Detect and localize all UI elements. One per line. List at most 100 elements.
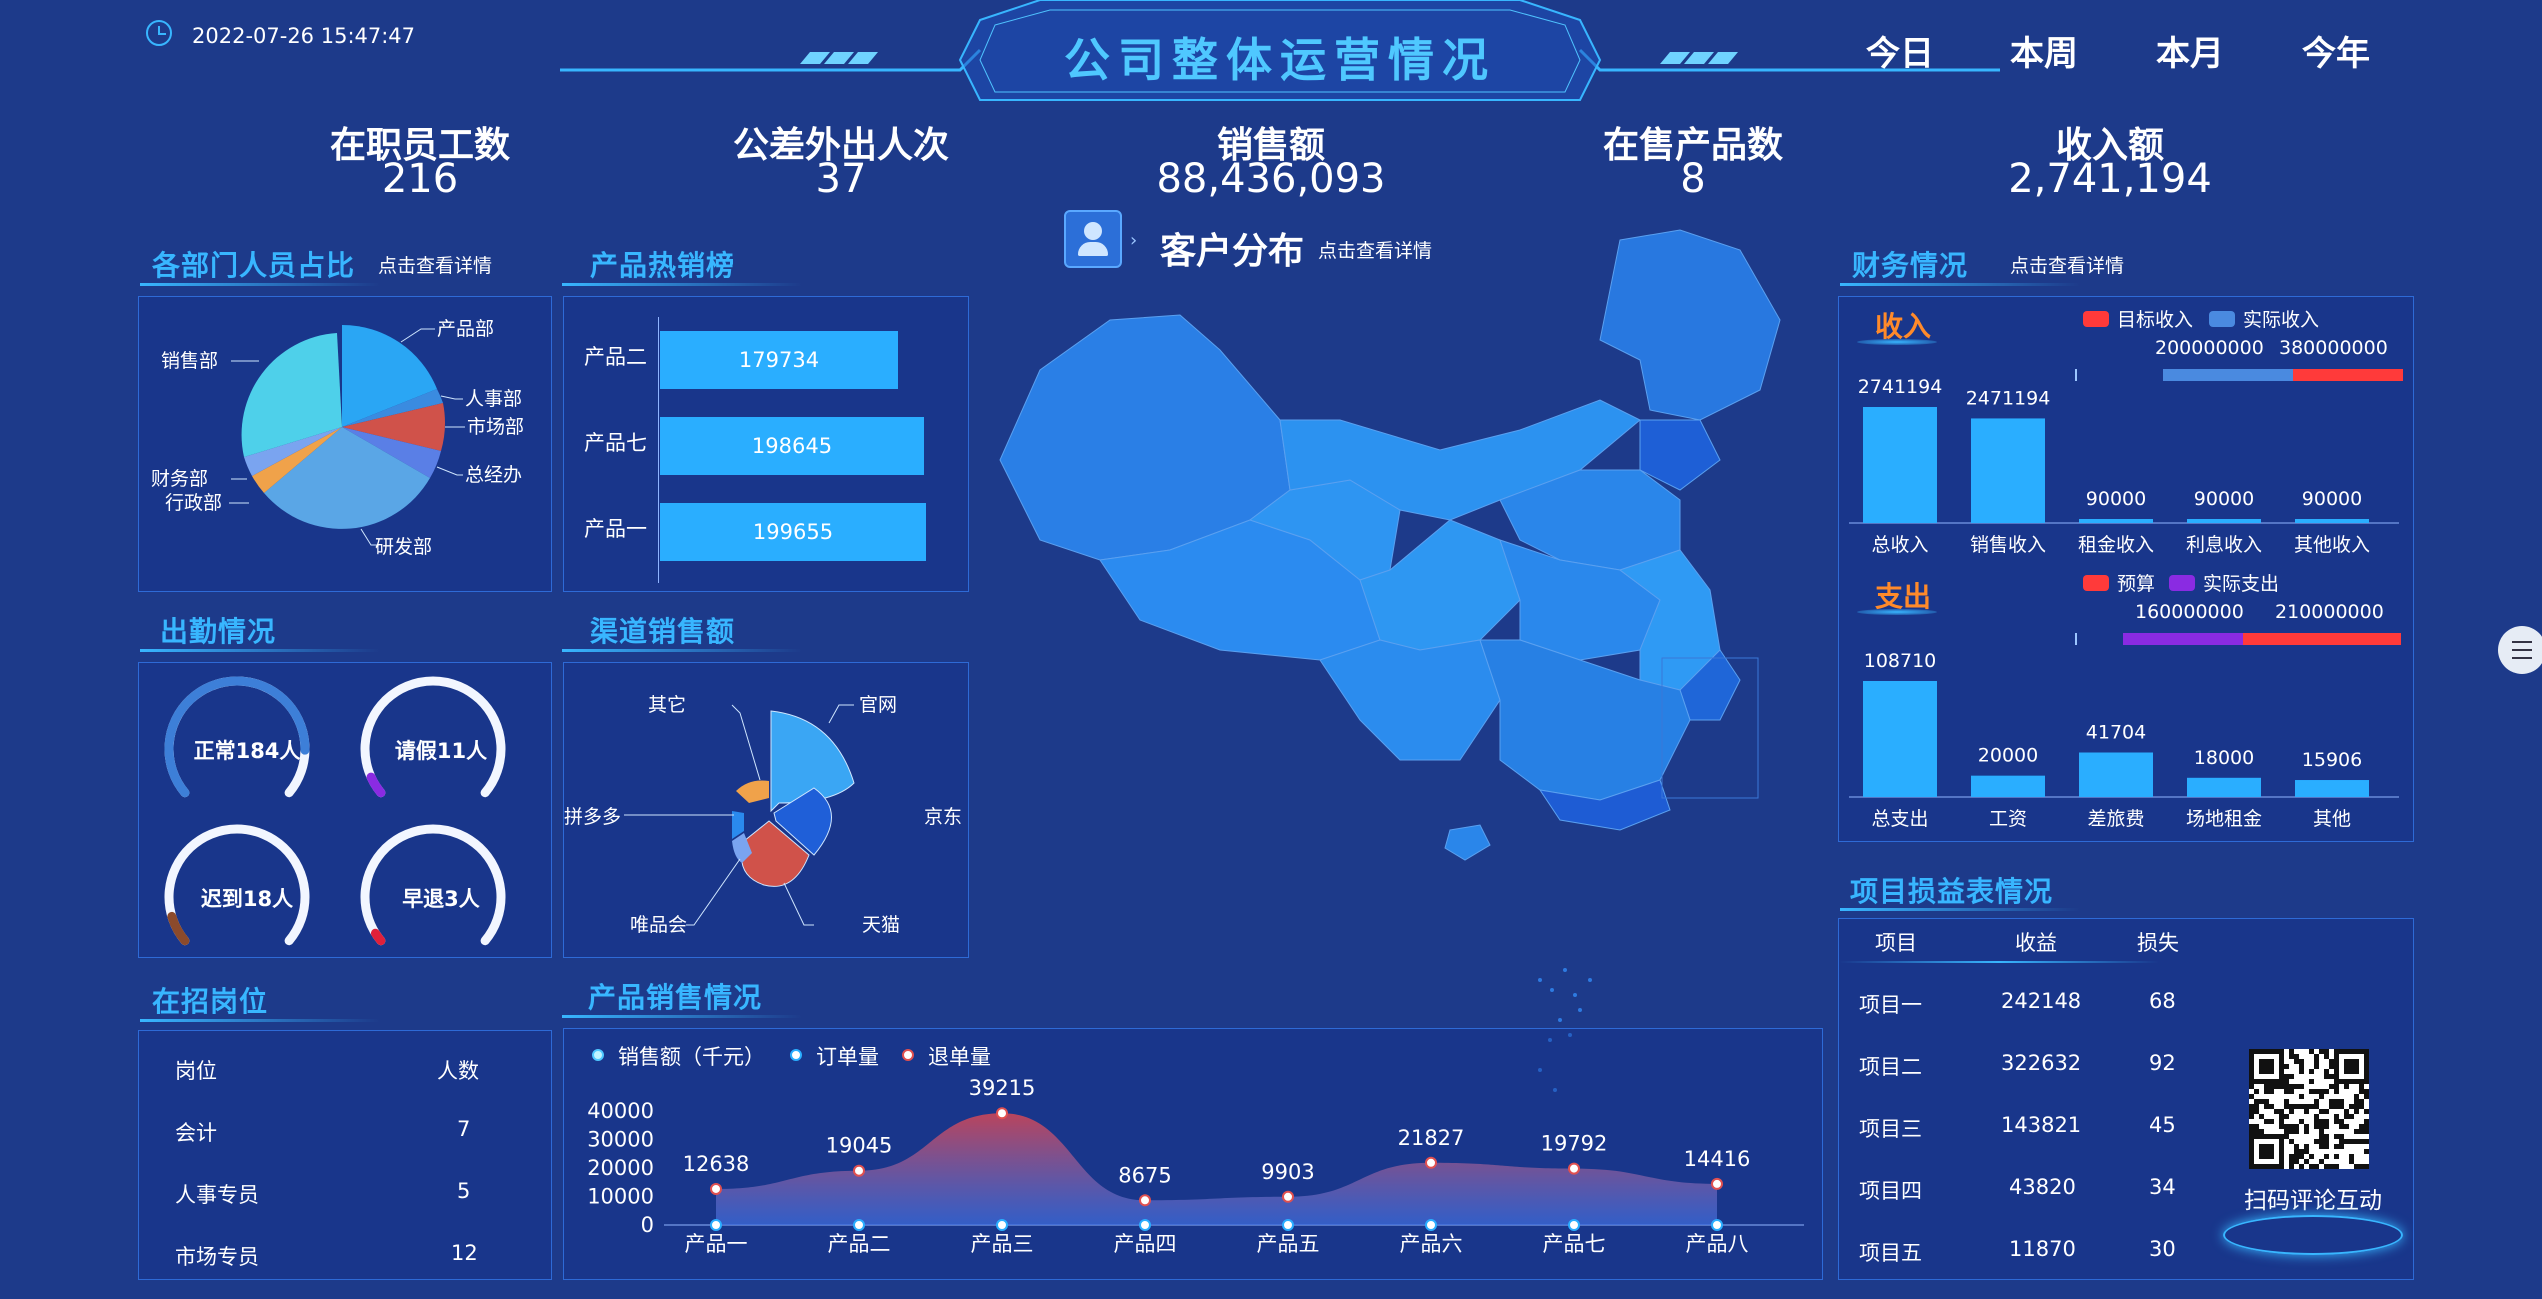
map-title: 客户分布 [1160,231,1305,272]
jobs-header-count: 人数 [437,1059,479,1083]
kpi-income-label: 收入额 [2055,125,2164,166]
legend-dot [592,1049,604,1061]
qr-label: 扫码评论互动 [2244,1188,2382,1214]
data-label: 8675 [1118,1163,1171,1187]
datetime: 2022-07-26 15:47:47 [192,24,416,48]
expense-tag: 支出 [1875,580,1932,613]
channel-label: 天猫 [862,914,900,936]
projects-header-name: 项目 [1875,931,1917,955]
nav-month[interactable]: 本月 [2156,34,2224,74]
attendance-title: 出勤情况 [160,615,277,648]
sales-title: 产品销售情况 [588,981,763,1014]
hot-bar[interactable]: 199655 [660,503,926,561]
header-underline [1839,961,2159,963]
pie-label: 产品部 [437,318,494,340]
dept-detail-link[interactable]: 点击查看详情 [378,255,493,277]
kpi-sales-value: 88,436,093 [1156,156,1386,202]
hot-name: 产品二 [584,345,647,369]
order-point [1282,1219,1294,1231]
income-value: 2471194 [1966,387,2051,409]
title-underline [140,283,380,286]
income-axis-tick [2075,369,2077,381]
legend-actual-income: 实际收入 [2243,309,2320,331]
jobs-header-position: 岗位 [175,1059,217,1083]
legend-swatch [2169,575,2195,591]
channel-label: 其它 [648,694,686,716]
map-detail-link[interactable]: 点击查看详情 [1318,240,1433,262]
dept-title: 各部门人员占比 [152,249,356,282]
nav-today[interactable]: 今日 [1866,34,1934,74]
hot-bar[interactable]: 179734 [660,331,898,389]
jobs-row-name: 会计 [175,1121,217,1145]
expense-value: 41704 [2086,721,2146,743]
gauge-label: 早退3人 [402,887,480,911]
title-underline [562,649,802,652]
hot-bar[interactable]: 198645 [660,417,924,475]
legend-swatch [2209,311,2235,327]
kpi-employees-label: 在职员工数 [329,125,510,166]
expense-progress-actual [2123,633,2243,645]
hot-panel: 产品二 179734 产品七 198645 产品一 199655 [563,296,969,592]
kpi-products-value: 8 [1680,156,1706,202]
nav-week[interactable]: 本周 [2010,34,2078,74]
side-menu-button[interactable] [2498,626,2542,674]
dept-panel: 产品部 人事部 市场部 总经办 研发部 行政部 财务部 销售部 [138,296,552,592]
income-progress-actual [2293,369,2403,381]
income-category: 总收入 [1871,534,1928,556]
y-tick-label: 0 [641,1213,654,1237]
legend-swatch [2083,575,2109,591]
sales-point [1282,1190,1294,1203]
expense-bar [2187,777,2261,797]
expense-value: 20000 [1978,745,2038,767]
expense-category: 场地租金 [2186,808,2262,830]
sales-point [710,1182,722,1195]
qr-code[interactable] [2249,1049,2369,1169]
legend-sales: 销售额（千元） [618,1045,765,1069]
income-bar-chart: 2741194 总收入 2471194 销售收入 90000 租金收入 90000 利息收入 9… [1849,376,2399,556]
kpi-trips-label: 公差外出人次 [732,125,949,166]
pie-label: 行政部 [165,492,222,514]
page-title: 公司整体运营情况 [1064,33,1496,87]
jobs-row-count: 7 [457,1117,471,1141]
expense-bar-chart: 108710 总支出 20000 工资 41704 差旅费 18000 场地租金 15906 其他 [1849,650,2399,830]
x-tick-label: 产品一 [685,1232,748,1256]
income-tag: 收入 [1875,310,1932,343]
expense-progress-budget [2243,633,2401,645]
project-row-name: 项目五 [1859,1241,1922,1265]
project-row-name: 项目二 [1859,1055,1922,1079]
gauge-track [164,824,310,946]
kpi-products-label: 在售产品数 [1602,125,1783,166]
jobs-panel: 岗位 人数 会计 7 人事专员 5 市场专员 12 [138,1030,552,1280]
income-value: 2741194 [1858,376,1943,398]
nav-year[interactable]: 今年 [2302,34,2370,74]
kpi-income-value: 2,741,194 [2008,156,2212,202]
order-point [1139,1219,1151,1231]
project-row-name: 项目三 [1859,1117,1922,1141]
title-underline [1840,283,2080,286]
income-progress-target [2163,369,2293,381]
x-tick-label: 产品八 [1686,1232,1749,1256]
pie-slice-admin [252,427,342,493]
channel-label: 唯品会 [630,914,687,936]
expense-category: 总支出 [1871,808,1928,830]
project-row-name: 项目一 [1859,993,1922,1017]
legend-orders: 订单量 [816,1045,879,1069]
pie-label: 财务部 [151,468,208,490]
expense-category: 工资 [1989,808,2027,830]
attendance-gauges [164,676,506,946]
finance-detail-link[interactable]: 点击查看详情 [2010,255,2125,277]
attendance-panel: 正常184人 请假11人 迟到18人 早退3人 [138,662,552,958]
order-point [1425,1219,1437,1231]
target-income-value: 200000000 [2155,337,2264,359]
income-value: 90000 [2302,488,2362,510]
income-category: 销售收入 [1970,534,2046,556]
gauge-label: 请假11人 [394,739,488,763]
expense-value: 15906 [2302,749,2362,771]
x-tick-label: 产品六 [1400,1232,1463,1256]
income-category: 利息收入 [2186,534,2262,556]
legend-dot [902,1049,914,1061]
china-map[interactable] [980,220,1830,1120]
pie-slice-rd [264,427,430,529]
x-tick-label: 产品三 [971,1232,1034,1256]
pie-slice-hr [342,389,443,427]
